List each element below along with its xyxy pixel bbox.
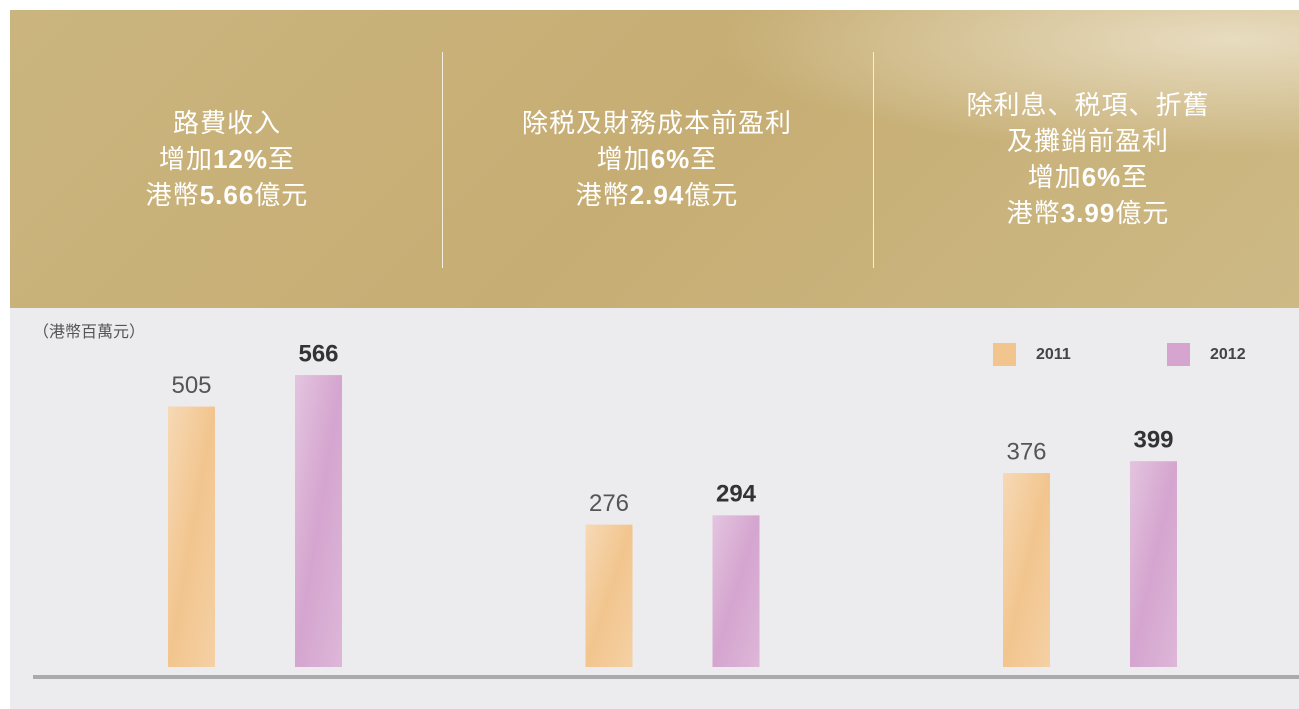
bar-texture xyxy=(1130,461,1177,667)
headline: 路費收入 增加12%至 港幣5.66億元 xyxy=(12,10,442,308)
headline-text: 港幣 xyxy=(1006,198,1061,228)
value-label: 276 xyxy=(589,490,629,517)
headline-line: 除税及財務成本前盈利 xyxy=(522,105,792,141)
headline-text: 億元 xyxy=(1115,198,1170,228)
headline: 除税及財務成本前盈利 增加6%至 港幣2.94億元 xyxy=(442,10,872,308)
headline-line: 增加6%至 xyxy=(1028,159,1149,195)
headline-text: 億元 xyxy=(254,180,309,210)
headline-figure: 3.99 xyxy=(1060,198,1116,228)
headline-figure: 2.94 xyxy=(629,180,685,210)
headline-text: 港幣 xyxy=(575,180,630,210)
headline-text: 路費收入 xyxy=(172,108,281,138)
bar-texture xyxy=(168,406,215,667)
headline-text: 至 xyxy=(1121,162,1149,192)
headline-text: 億元 xyxy=(684,180,739,210)
headline-text: 增加 xyxy=(158,144,213,174)
headline-line: 及攤銷前盈利 xyxy=(1007,123,1169,159)
headline-text: 除利息、税項、折舊 xyxy=(966,90,1210,120)
headline-text: 至 xyxy=(690,144,718,174)
value-label: 566 xyxy=(298,340,338,367)
headline-text: 除税及財務成本前盈利 xyxy=(521,108,792,138)
headline-line: 路費收入 xyxy=(173,105,281,141)
headline-figure: 5.66 xyxy=(199,180,255,210)
headline-line: 除利息、税項、折舊 xyxy=(966,87,1209,123)
header-panel: 路費收入 增加12%至 港幣5.66億元 除税及財務成本前盈利 增加6%至 港幣2.94億… xyxy=(10,10,1299,308)
legend-label: 2011 xyxy=(1036,346,1071,363)
bar-texture xyxy=(295,375,342,667)
legend-swatch xyxy=(1167,343,1190,366)
headline-text: 港幣 xyxy=(145,180,200,210)
baseline xyxy=(33,675,1299,679)
bar-texture xyxy=(1003,473,1050,667)
value-label: 399 xyxy=(1133,427,1173,454)
headline: 除利息、税項、折舊 及攤銷前盈利 增加6%至 港幣3.99億元 xyxy=(873,10,1299,308)
bar-texture xyxy=(712,515,760,667)
value-label: 376 xyxy=(1006,438,1046,465)
headline-figure: 6% xyxy=(650,144,691,174)
headline-line: 增加6%至 xyxy=(597,141,718,177)
headline-line: 港幣2.94億元 xyxy=(576,177,739,213)
value-label: 505 xyxy=(171,372,211,399)
unit-label: （港幣百萬元） xyxy=(33,323,145,341)
bar-texture xyxy=(585,524,633,667)
headline-line: 港幣3.99億元 xyxy=(1007,195,1170,231)
headline-text: 增加 xyxy=(1027,162,1082,192)
headline-line: 增加12%至 xyxy=(159,141,295,177)
value-label: 294 xyxy=(716,481,757,508)
headline-line: 港幣5.66億元 xyxy=(146,177,309,213)
plot-background xyxy=(10,308,1299,709)
headline-figure: 6% xyxy=(1081,162,1122,192)
headline-text: 及攤銷前盈利 xyxy=(1006,126,1169,156)
legend-label: 2012 xyxy=(1210,346,1246,363)
headline-text: 至 xyxy=(268,144,296,174)
divider xyxy=(442,52,443,268)
legend-swatch xyxy=(993,343,1016,366)
headline-figure: 12% xyxy=(212,144,269,174)
divider xyxy=(873,52,874,268)
headline-text: 增加 xyxy=(596,144,651,174)
